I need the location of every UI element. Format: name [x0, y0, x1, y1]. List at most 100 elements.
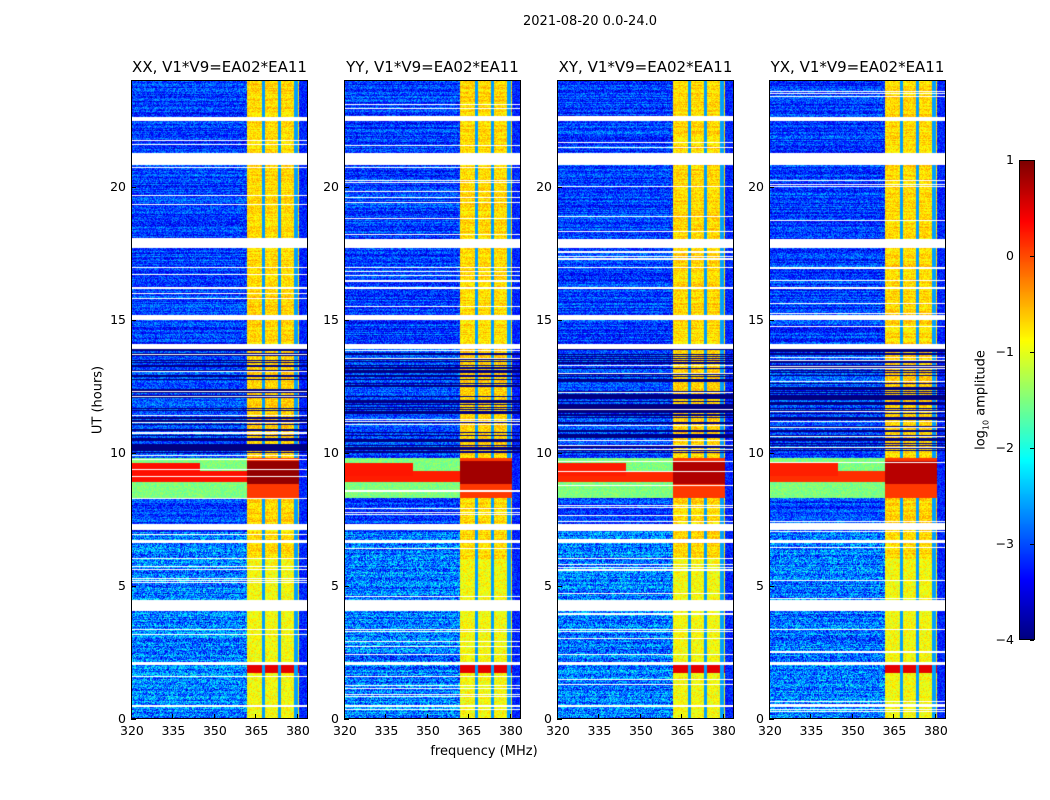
- x-tick-label: 335: [587, 723, 612, 738]
- x-tick-mark: [769, 714, 770, 719]
- x-tick-mark: [934, 714, 936, 719]
- x-tick-mark: [681, 714, 683, 719]
- y-tick-label: 20: [536, 178, 552, 194]
- colorbar-tick-mark: [1030, 448, 1034, 449]
- colorbar-label-sub: 10: [981, 419, 991, 431]
- x-tick-label: 335: [799, 723, 824, 738]
- y-tick-mark: [131, 319, 136, 321]
- spectrogram-panel: [344, 80, 521, 719]
- y-tick-label: 0: [331, 711, 339, 726]
- y-tick-mark: [769, 452, 774, 454]
- spectrogram-panel: [557, 80, 734, 719]
- colorbar-label-main: log: [973, 430, 989, 450]
- y-tick-mark: [131, 452, 136, 454]
- x-tick-mark: [296, 714, 298, 719]
- y-tick-label: 0: [756, 711, 764, 726]
- spectrogram-image: [132, 81, 307, 718]
- y-tick-mark: [557, 186, 562, 188]
- colorbar-tick-label: 1: [1006, 152, 1014, 167]
- y-tick-label: 15: [323, 311, 339, 327]
- y-tick-label: 10: [536, 444, 552, 460]
- colorbar-tick-label: −2: [995, 440, 1014, 455]
- x-tick-label: 320: [120, 723, 144, 738]
- colorbar-tick-label: −3: [995, 536, 1014, 551]
- colorbar-tick-label: −1: [995, 344, 1014, 359]
- spectrogram-image: [558, 81, 733, 718]
- spectrogram-panel: [769, 80, 946, 719]
- x-tick-label: 335: [161, 723, 186, 738]
- y-tick-label: 10: [110, 444, 126, 460]
- x-tick-label: 320: [758, 723, 782, 738]
- y-tick-label: 15: [536, 311, 552, 327]
- x-tick-mark: [810, 714, 812, 719]
- x-tick-mark: [468, 714, 470, 719]
- y-tick-mark: [344, 719, 349, 720]
- x-tick-mark: [172, 714, 174, 719]
- y-tick-mark: [557, 319, 562, 321]
- y-tick-mark: [557, 719, 562, 720]
- y-tick-label: 20: [323, 178, 339, 194]
- x-tick-mark: [639, 714, 641, 719]
- x-tick-label: 380: [711, 723, 736, 738]
- y-tick-mark: [344, 186, 349, 188]
- y-tick-label: 0: [118, 711, 126, 726]
- y-tick-label: 5: [331, 577, 339, 593]
- y-tick-mark: [344, 319, 349, 321]
- y-tick-mark: [769, 719, 774, 720]
- colorbar-label-rest: amplitude: [973, 350, 989, 420]
- spectrogram-image: [770, 81, 945, 718]
- x-tick-mark: [509, 714, 511, 719]
- colorbar-tick-mark: [1030, 544, 1034, 545]
- y-tick-mark: [769, 585, 774, 587]
- panel-title: YX, V1*V9=EA02*EA11: [770, 58, 945, 76]
- spectrogram-image: [345, 81, 520, 718]
- y-tick-mark: [131, 585, 136, 587]
- x-tick-mark: [557, 714, 558, 719]
- colorbar-tick-mark: [1030, 352, 1034, 353]
- y-tick-label: 5: [544, 577, 552, 593]
- figure-title: 2021-08-20 0.0-24.0: [523, 14, 657, 29]
- x-tick-label: 380: [923, 723, 948, 738]
- y-tick-label: 5: [756, 577, 764, 593]
- y-tick-mark: [769, 186, 774, 188]
- x-tick-mark: [344, 714, 345, 719]
- x-tick-mark: [131, 714, 132, 719]
- x-tick-mark: [722, 714, 724, 719]
- x-tick-mark: [851, 714, 853, 719]
- y-tick-label: 5: [118, 577, 126, 593]
- x-tick-label: 350: [415, 723, 440, 738]
- y-tick-label: 0: [544, 711, 552, 726]
- y-tick-mark: [131, 186, 136, 188]
- x-tick-mark: [893, 714, 895, 719]
- y-tick-mark: [769, 319, 774, 321]
- x-tick-label: 365: [670, 723, 695, 738]
- x-tick-label: 320: [333, 723, 357, 738]
- panel-title: YY, V1*V9=EA02*EA11: [346, 58, 519, 76]
- y-tick-label: 20: [748, 178, 764, 194]
- x-tick-label: 320: [546, 723, 570, 738]
- x-axis-label: frequency (MHz): [430, 744, 538, 759]
- x-tick-mark: [213, 714, 215, 719]
- y-tick-label: 10: [748, 444, 764, 460]
- x-tick-label: 350: [840, 723, 865, 738]
- y-tick-mark: [131, 719, 136, 720]
- colorbar-tick-mark: [1030, 160, 1034, 161]
- panel-title: XX, V1*V9=EA02*EA11: [132, 58, 307, 76]
- colorbar-label: log10 amplitude: [974, 350, 991, 450]
- colorbar-tick-label: −4: [995, 632, 1014, 647]
- y-tick-label: 10: [323, 444, 339, 460]
- x-tick-label: 365: [457, 723, 482, 738]
- y-tick-mark: [557, 452, 562, 454]
- y-tick-mark: [344, 585, 349, 587]
- x-tick-label: 380: [498, 723, 523, 738]
- x-tick-mark: [598, 714, 600, 719]
- x-tick-label: 335: [374, 723, 399, 738]
- colorbar-tick-mark: [1030, 256, 1034, 257]
- colorbar-tick-label: 0: [1006, 248, 1014, 263]
- y-tick-label: 20: [110, 178, 126, 194]
- x-tick-mark: [385, 714, 387, 719]
- x-tick-label: 350: [628, 723, 653, 738]
- colorbar-tick-mark: [1030, 640, 1034, 641]
- x-tick-label: 350: [202, 723, 227, 738]
- y-tick-mark: [344, 452, 349, 454]
